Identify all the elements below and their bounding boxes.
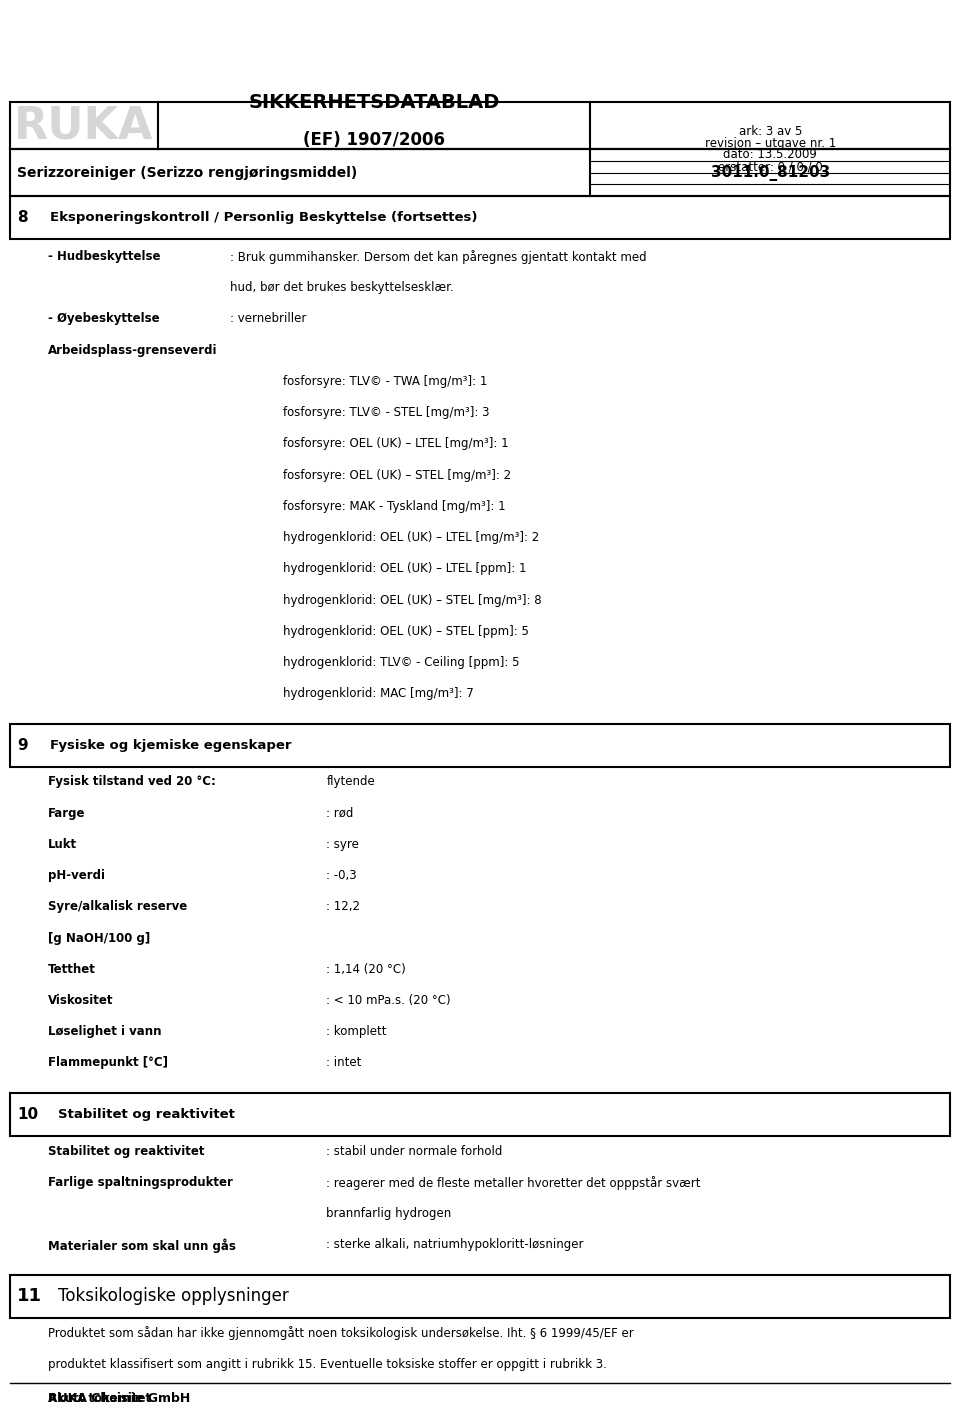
Text: Farge: Farge xyxy=(48,807,85,819)
Text: : 12,2: : 12,2 xyxy=(326,900,360,913)
Text: Lukt: Lukt xyxy=(48,838,77,851)
Text: : 1,14 (20 °C): : 1,14 (20 °C) xyxy=(326,963,406,976)
Text: : intet: : intet xyxy=(326,1056,362,1069)
Text: Stabilitet og reaktivitet: Stabilitet og reaktivitet xyxy=(58,1108,234,1122)
Text: fosforsyre: TLV© - STEL [mg/m³]: 3: fosforsyre: TLV© - STEL [mg/m³]: 3 xyxy=(283,406,490,419)
Text: Eksponeringskontroll / Personlig Beskyttelse (fortsettes): Eksponeringskontroll / Personlig Beskytt… xyxy=(50,210,477,224)
Text: Arbeidsplass-grenseverdi: Arbeidsplass-grenseverdi xyxy=(48,344,218,356)
Text: revisjon – utgave nr. 1: revisjon – utgave nr. 1 xyxy=(705,136,836,149)
Text: 3011.0_81203: 3011.0_81203 xyxy=(710,165,830,180)
Text: Løselighet i vann: Løselighet i vann xyxy=(48,1025,161,1038)
Text: pH-verdi: pH-verdi xyxy=(48,869,105,882)
Text: RUKA Chemie GmbH: RUKA Chemie GmbH xyxy=(48,1392,190,1404)
Text: Syre/alkalisk reserve: Syre/alkalisk reserve xyxy=(48,900,187,913)
Text: brannfarlig hydrogen: brannfarlig hydrogen xyxy=(326,1207,451,1220)
Text: : sterke alkali, natriumhypokloritt-løsninger: : sterke alkali, natriumhypokloritt-løsn… xyxy=(326,1238,584,1251)
Text: 10: 10 xyxy=(17,1108,38,1122)
Text: Stabilitet og reaktivitet: Stabilitet og reaktivitet xyxy=(48,1145,204,1157)
Text: 9: 9 xyxy=(17,738,28,753)
Text: : vernebriller: : vernebriller xyxy=(230,312,307,325)
Text: Materialer som skal unn gås: Materialer som skal unn gås xyxy=(48,1238,236,1252)
Text: Produktet som sådan har ikke gjennomgått noen toksikologisk undersøkelse. Iht. §: Produktet som sådan har ikke gjennomgått… xyxy=(48,1326,634,1340)
Text: Fysisk tilstand ved 20 °C:: Fysisk tilstand ved 20 °C: xyxy=(48,775,216,788)
Text: : reagerer med de fleste metaller hvoretter det opppstår svært: : reagerer med de fleste metaller hvoret… xyxy=(326,1176,701,1190)
Text: hydrogenklorid: OEL (UK) – STEL [ppm]: 5: hydrogenklorid: OEL (UK) – STEL [ppm]: 5 xyxy=(283,625,529,638)
Text: Flammepunkt [°C]: Flammepunkt [°C] xyxy=(48,1056,168,1069)
Text: Farlige spaltningsprodukter: Farlige spaltningsprodukter xyxy=(48,1176,233,1189)
Bar xyxy=(10,196,950,239)
Text: : rød: : rød xyxy=(326,807,354,819)
Text: Fysiske og kjemiske egenskaper: Fysiske og kjemiske egenskaper xyxy=(50,738,292,753)
Text: fosforsyre: OEL (UK) – STEL [mg/m³]: 2: fosforsyre: OEL (UK) – STEL [mg/m³]: 2 xyxy=(283,469,512,481)
Text: : -0,3: : -0,3 xyxy=(326,869,357,882)
Text: hud, bør det brukes beskyttelsesklær.: hud, bør det brukes beskyttelsesklær. xyxy=(230,281,454,294)
Text: : stabil under normale forhold: : stabil under normale forhold xyxy=(326,1145,503,1157)
Text: fosforsyre: MAK - Tyskland [mg/m³]: 1: fosforsyre: MAK - Tyskland [mg/m³]: 1 xyxy=(283,500,506,513)
Text: (EF) 1907/2006: (EF) 1907/2006 xyxy=(303,131,445,149)
Text: flytende: flytende xyxy=(326,775,375,788)
Text: : < 10 mPa.s. (20 °C): : < 10 mPa.s. (20 °C) xyxy=(326,994,451,1007)
Text: fosforsyre: TLV© - TWA [mg/m³]: 1: fosforsyre: TLV© - TWA [mg/m³]: 1 xyxy=(283,375,488,388)
Bar xyxy=(10,102,950,149)
Text: RUKA: RUKA xyxy=(14,104,154,148)
Text: [g NaOH/100 g]: [g NaOH/100 g] xyxy=(48,932,151,944)
Text: hydrogenklorid: OEL (UK) – LTEL [ppm]: 1: hydrogenklorid: OEL (UK) – LTEL [ppm]: 1 xyxy=(283,562,527,575)
Text: hydrogenklorid: OEL (UK) – STEL [mg/m³]: 8: hydrogenklorid: OEL (UK) – STEL [mg/m³]:… xyxy=(283,594,541,606)
Text: 8: 8 xyxy=(17,210,28,224)
Text: hydrogenklorid: TLV© - Ceiling [ppm]: 5: hydrogenklorid: TLV© - Ceiling [ppm]: 5 xyxy=(283,656,519,669)
Bar xyxy=(10,724,950,767)
Text: : Bruk gummihansker. Dersom det kan påregnes gjentatt kontakt med: : Bruk gummihansker. Dersom det kan påre… xyxy=(230,250,647,264)
Bar xyxy=(10,1093,950,1136)
Text: Serizzoreiniger (Serizzo rengjøringsmiddel): Serizzoreiniger (Serizzo rengjøringsmidd… xyxy=(17,166,357,179)
Text: - Øyebeskyttelse: - Øyebeskyttelse xyxy=(48,312,159,325)
Text: hydrogenklorid: MAC [mg/m³]: 7: hydrogenklorid: MAC [mg/m³]: 7 xyxy=(283,687,474,700)
Text: Tetthet: Tetthet xyxy=(48,963,96,976)
Text: 11: 11 xyxy=(17,1288,42,1305)
Text: erstatter: 0 / 0 / 0: erstatter: 0 / 0 / 0 xyxy=(718,160,823,173)
Text: ark: 3 av 5: ark: 3 av 5 xyxy=(738,125,803,138)
Text: SIKKERHETSDATABLAD: SIKKERHETSDATABLAD xyxy=(249,94,500,112)
Text: : komplett: : komplett xyxy=(326,1025,387,1038)
Text: Viskositet: Viskositet xyxy=(48,994,113,1007)
Text: Toksikologiske opplysninger: Toksikologiske opplysninger xyxy=(58,1288,288,1305)
Text: hydrogenklorid: OEL (UK) – LTEL [mg/m³]: 2: hydrogenklorid: OEL (UK) – LTEL [mg/m³]:… xyxy=(283,531,540,544)
Text: Akutt toksisitet: Akutt toksisitet xyxy=(48,1392,151,1404)
Text: - Hudbeskyttelse: - Hudbeskyttelse xyxy=(48,250,160,263)
Text: fosforsyre: OEL (UK) – LTEL [mg/m³]: 1: fosforsyre: OEL (UK) – LTEL [mg/m³]: 1 xyxy=(283,437,509,450)
Text: dato: 13.5.2009: dato: 13.5.2009 xyxy=(724,149,817,162)
Text: produktet klassifisert som angitt i rubrikk 15. Eventuelle toksiske stoffer er o: produktet klassifisert som angitt i rubr… xyxy=(48,1358,607,1370)
Bar xyxy=(10,1275,950,1318)
Text: : syre: : syre xyxy=(326,838,359,851)
Bar xyxy=(10,149,950,196)
